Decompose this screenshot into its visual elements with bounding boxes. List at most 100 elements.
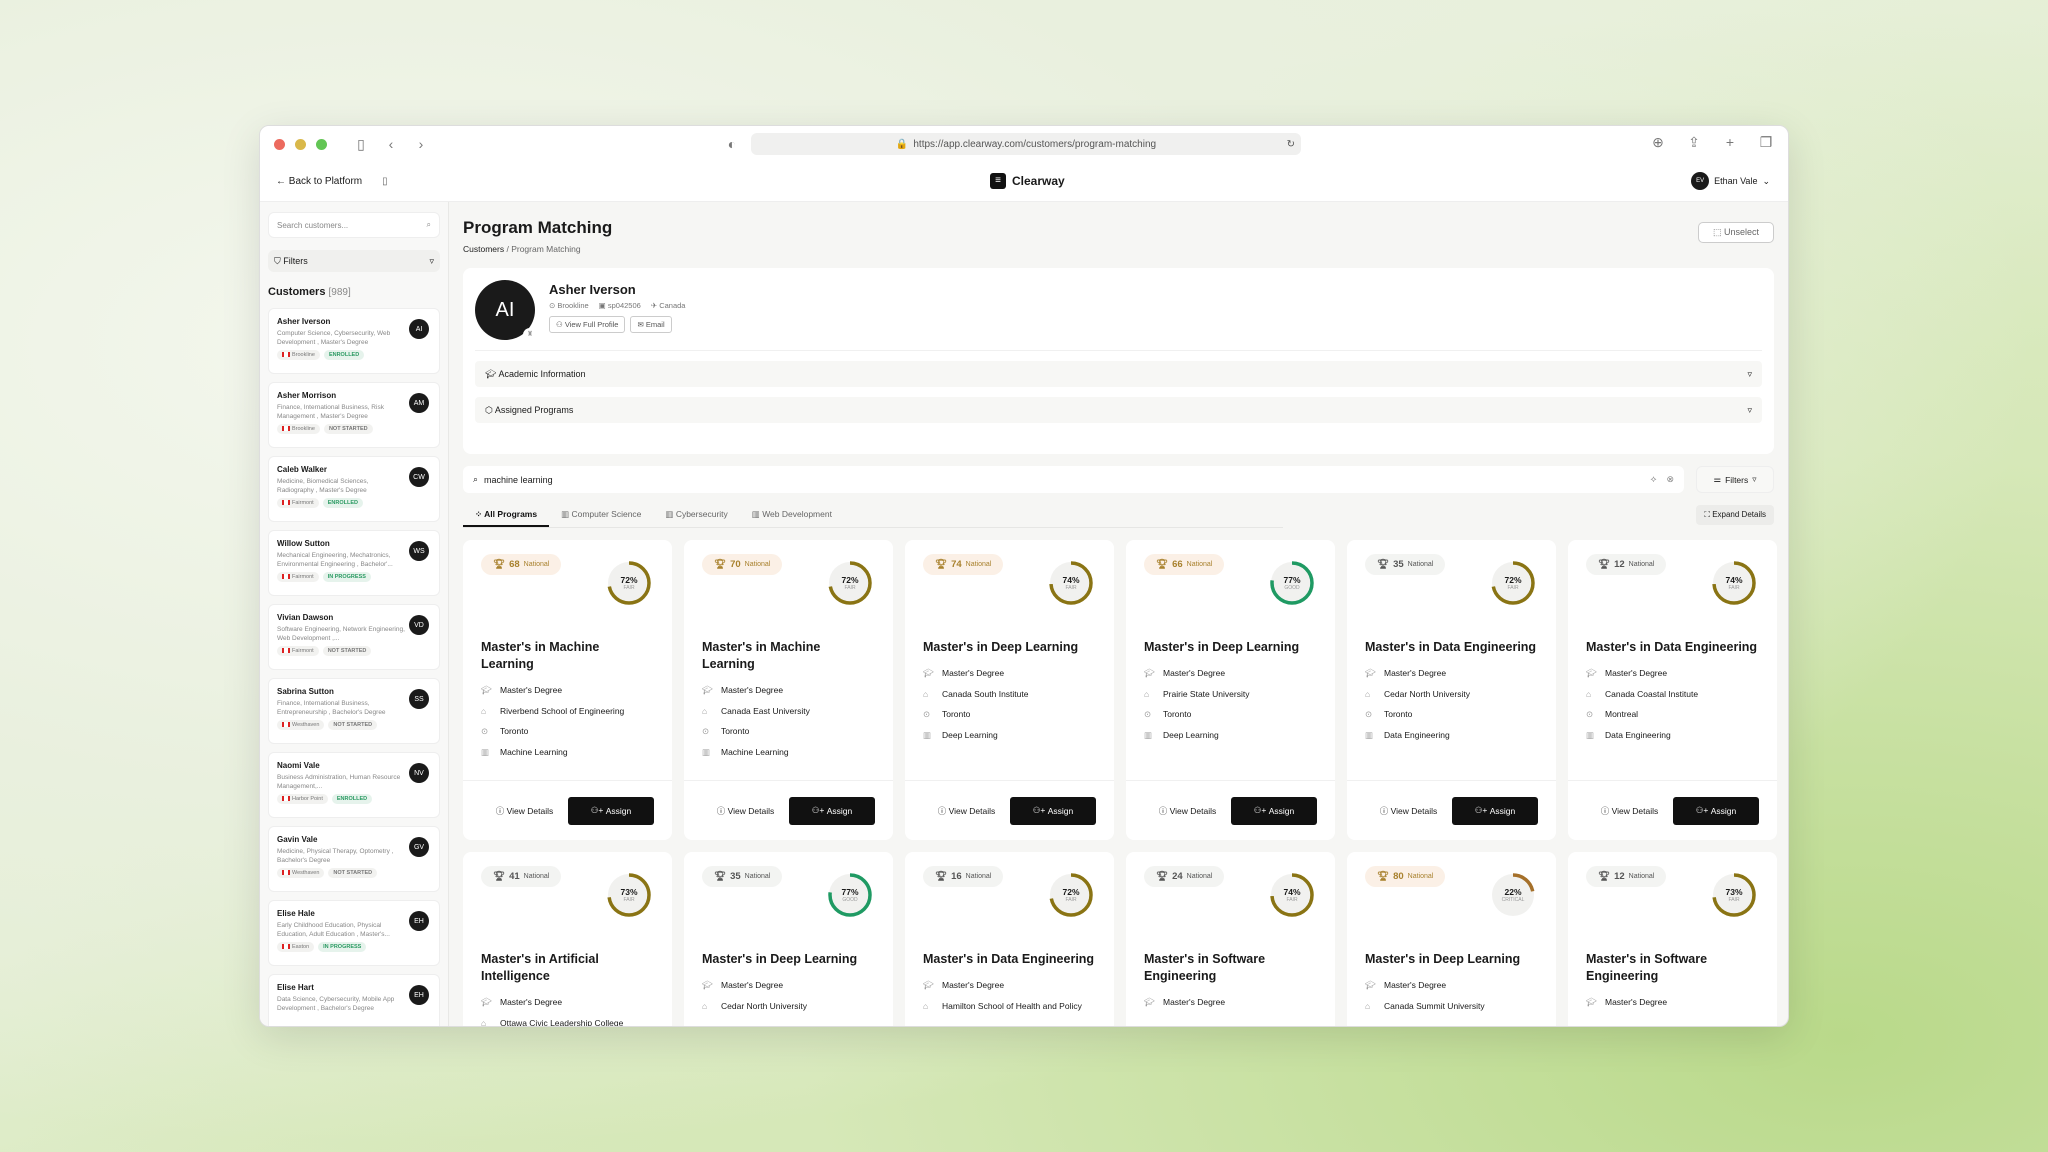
rank-label: National: [1186, 561, 1213, 568]
customer-card[interactable]: Elise Hart Data Science, Cybersecurity, …: [268, 974, 440, 1026]
academic-information-accordion[interactable]: 🎓︎ Academic Information ▿: [475, 361, 1762, 387]
program-title: Master's in Artificial Intelligence: [481, 952, 599, 983]
program-card: 🏆︎ 12 National 74% FAIR Master's in Data En…: [1568, 540, 1777, 840]
match-percent: 74%: [1725, 575, 1743, 585]
new-tab-icon[interactable]: +: [1725, 134, 1735, 150]
tabs-overview-icon[interactable]: ❐: [1759, 134, 1773, 150]
breadcrumb-customers[interactable]: Customers: [463, 244, 505, 254]
program-card: 🏆︎ 35 National 72% FAIR Master's in Data En…: [1347, 540, 1556, 840]
rank-value: 12: [1614, 871, 1625, 882]
user-plus-icon: ⚇+: [1253, 805, 1267, 815]
chevron-down-icon: ⌄: [1762, 175, 1770, 186]
customer-avatar: AM: [409, 393, 429, 413]
view-details-button[interactable]: ⓘ View Details: [1586, 805, 1673, 817]
city-text: Brookline: [292, 426, 315, 432]
city-text: Fairmont: [292, 574, 314, 580]
user-menu[interactable]: EV Ethan Vale ⌄: [1691, 172, 1770, 190]
program-school: ⌂ Canada East University: [702, 706, 875, 716]
customer-card[interactable]: Elise Hale Early Childhood Education, Ph…: [268, 900, 440, 966]
customer-location: Easton: [277, 942, 315, 952]
sidebar-toggle-icon[interactable]: ▯: [357, 135, 365, 152]
customer-card[interactable]: Gavin Vale Medicine, Physical Therapy, O…: [268, 826, 440, 892]
building-icon: ⌂: [1586, 689, 1592, 699]
customer-card[interactable]: Naomi Vale Business Administration, Huma…: [268, 752, 440, 818]
download-icon[interactable]: ⊕: [1652, 134, 1664, 150]
assign-label: Assign: [1489, 805, 1516, 816]
assign-button[interactable]: ⚇+ Assign: [1010, 796, 1096, 825]
back-to-platform-link[interactable]: ← Back to Platform: [276, 176, 363, 187]
match-percent: 74%: [1062, 575, 1080, 585]
customer-avatar: EH: [409, 985, 429, 1005]
match-percent: 72%: [1062, 887, 1080, 897]
ring-background: [1492, 874, 1534, 916]
city-text: Toronto: [1163, 709, 1192, 719]
assign-button[interactable]: ⚇+ Assign: [1231, 796, 1317, 825]
user-name: Ethan Vale: [1714, 176, 1758, 186]
customer-card[interactable]: Caleb Walker Medicine, Biomedical Scienc…: [268, 456, 440, 522]
panel-toggle-icon[interactable]: ▯: [382, 176, 388, 187]
trophy-icon: 🏆︎: [1598, 871, 1611, 882]
trophy-icon: 🏆︎: [493, 871, 506, 882]
graduation-cap-icon: 🎓︎: [1144, 668, 1155, 678]
back-nav-icon[interactable]: ‹: [388, 136, 394, 152]
program-card: 🏆︎ 35 National 77% GOOD Master's in Deep Le…: [684, 852, 893, 1026]
rank-value: 12: [1614, 559, 1625, 570]
program-search-input[interactable]: ⌕ machine learning ⟡ ⊗: [463, 466, 1684, 493]
customer-card[interactable]: Asher Morrison Finance, International Bu…: [268, 382, 440, 448]
customer-card[interactable]: Willow Sutton Mechanical Engineering, Me…: [268, 530, 440, 596]
customer-details: Software Engineering, Network Engineerin…: [277, 626, 405, 642]
assign-button[interactable]: ⚇+ Assign: [568, 796, 654, 825]
tab-web-development[interactable]: ▥ Web Development: [751, 509, 832, 519]
magic-icon[interactable]: ⟡: [1650, 474, 1657, 484]
program-filters-button[interactable]: ⚌ Filters ▿: [1696, 466, 1774, 493]
view-full-profile-button[interactable]: ⚇ View Full Profile: [549, 316, 626, 333]
address-bar[interactable]: 🔒 https://app.clearway.com/customers/prog…: [751, 133, 1301, 155]
reload-icon[interactable]: ↻: [1286, 138, 1295, 150]
program-school: ⌂ Canada Coastal Institute: [1586, 689, 1759, 699]
match-score-ring: 74% FAIR: [1048, 560, 1094, 606]
book-icon: ▥: [481, 747, 490, 757]
customer-details: Early Childhood Education, Physical Educ…: [277, 922, 390, 938]
assign-button[interactable]: ⚇+ Assign: [789, 796, 875, 825]
shield-icon[interactable]: ◐: [727, 136, 737, 152]
tab-cybersecurity[interactable]: ▥ Cybersecurity: [665, 509, 728, 519]
customer-search-input[interactable]: Search customers... ⌕: [268, 212, 440, 238]
building-icon: ⌂: [481, 706, 487, 716]
view-details-button[interactable]: ⓘ View Details: [1144, 805, 1231, 817]
sidebar-filters-dropdown[interactable]: ⛉ Filters ▿: [268, 250, 440, 272]
customer-card[interactable]: Sabrina Sutton Finance, International Bu…: [268, 678, 440, 744]
status-badge: ENROLLED: [331, 794, 373, 804]
customer-card[interactable]: Vivian Dawson Software Engineering, Netw…: [268, 604, 440, 670]
maximize-window-button[interactable]: [316, 138, 327, 150]
view-details-button[interactable]: ⓘ View Details: [923, 805, 1010, 817]
program-degree: 🎓︎ Master's Degree: [1144, 668, 1317, 679]
tab-all-programs[interactable]: ⁘ All Programs: [463, 506, 550, 527]
ring-progress: [828, 873, 872, 917]
forward-nav-icon[interactable]: ›: [418, 136, 424, 152]
assign-button[interactable]: ⚇+ Assign: [1673, 796, 1759, 825]
status-badge: NOT STARTED: [323, 424, 373, 434]
view-details-button[interactable]: ⓘ View Details: [1365, 805, 1452, 817]
customer-card[interactable]: Asher Iverson Computer Science, Cybersec…: [268, 308, 440, 374]
customer-location: Brookline: [277, 350, 320, 360]
close-window-button[interactable]: [274, 138, 285, 150]
expand-details-button[interactable]: ⛶ Expand Details: [1696, 505, 1774, 525]
program-field: ▥ Data Engineering: [1586, 730, 1759, 741]
building-icon: ⌂: [1144, 689, 1150, 699]
assigned-programs-accordion[interactable]: ⬡ Assigned Programs ▿: [475, 397, 1762, 423]
view-details-button[interactable]: ⓘ View Details: [702, 805, 789, 817]
tab-computer-science[interactable]: ▥ Computer Science: [561, 509, 642, 519]
unselect-button[interactable]: ⬚ Unselect: [1697, 222, 1774, 243]
email-button[interactable]: ✉ Email: [630, 316, 672, 333]
clear-icon[interactable]: ⊗: [1666, 474, 1674, 484]
ring-progress: [1270, 873, 1314, 917]
match-grade: FAIR: [1728, 897, 1740, 903]
canada-flag-icon: [282, 796, 290, 802]
view-details-button[interactable]: ⓘ View Details: [481, 805, 568, 817]
program-field: ▥ Data Engineering: [1365, 730, 1538, 741]
minimize-window-button[interactable]: [295, 138, 306, 150]
share-icon[interactable]: ⇪: [1688, 134, 1700, 150]
view-details-label: View Details: [948, 805, 996, 816]
plane-icon: ✈: [650, 301, 658, 310]
assign-button[interactable]: ⚇+ Assign: [1452, 796, 1538, 825]
